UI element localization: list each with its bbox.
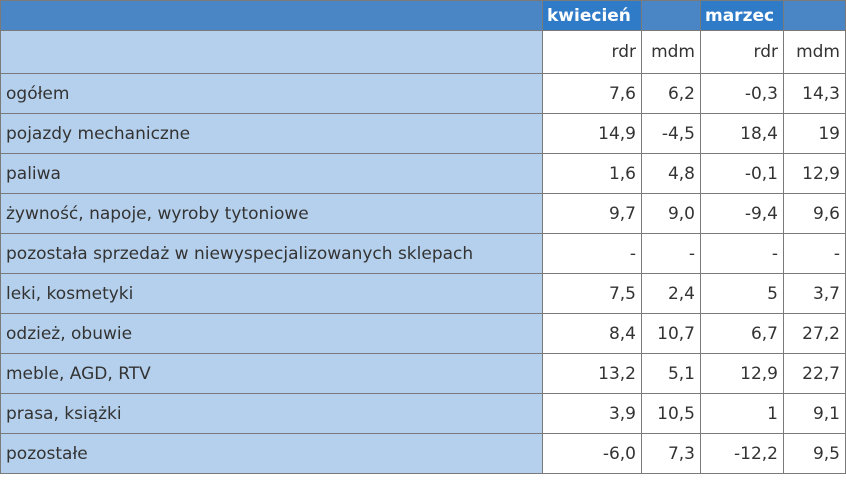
cell-rdr-march: -0,1	[700, 153, 784, 194]
month-header-march: marzec	[700, 0, 784, 31]
cell-mdm-march: 3,7	[783, 273, 846, 314]
cell-mdm-april: 2,4	[641, 273, 701, 314]
cell-rdr-march: 12,9	[700, 353, 784, 394]
subheader-rdr-march: rdr	[700, 30, 784, 74]
cell-rdr-march: -12,2	[700, 433, 784, 474]
row-label: pozostała sprzedaż w niewyspecjalizowany…	[0, 233, 543, 274]
row-label: żywność, napoje, wyroby tytoniowe	[0, 193, 543, 234]
cell-rdr-march: 6,7	[700, 313, 784, 354]
table-row: pozostałe -6,0 7,3 -12,2 9,5	[0, 433, 846, 474]
cell-rdr-april: 9,7	[542, 193, 642, 234]
row-label: odzież, obuwie	[0, 313, 543, 354]
cell-mdm-march: 9,1	[783, 393, 846, 434]
cell-rdr-march: 1	[700, 393, 784, 434]
cell-mdm-april: 10,7	[641, 313, 701, 354]
cell-mdm-april: 4,8	[641, 153, 701, 194]
header-label-blank	[0, 30, 543, 74]
row-label: prasa, książki	[0, 393, 543, 434]
cell-mdm-april: -	[641, 233, 701, 274]
month-header-april: kwiecień	[542, 0, 642, 31]
table-row: ogółem 7,6 6,2 -0,3 14,3	[0, 73, 846, 114]
cell-rdr-april: 7,5	[542, 273, 642, 314]
cell-rdr-march: -0,3	[700, 73, 784, 114]
row-label: paliwa	[0, 153, 543, 194]
row-label: leki, kosmetyki	[0, 273, 543, 314]
cell-rdr-april: 1,6	[542, 153, 642, 194]
cell-mdm-march: 12,9	[783, 153, 846, 194]
cell-rdr-april: -6,0	[542, 433, 642, 474]
cell-mdm-april: 6,2	[641, 73, 701, 114]
table-row: pozostała sprzedaż w niewyspecjalizowany…	[0, 233, 846, 274]
cell-mdm-april: -4,5	[641, 113, 701, 154]
cell-mdm-april: 5,1	[641, 353, 701, 394]
cell-mdm-march: -	[783, 233, 846, 274]
header-row-months: kwiecień marzec	[0, 0, 846, 31]
month-header-march-fill	[783, 0, 846, 31]
row-label: meble, AGD, RTV	[0, 353, 543, 394]
cell-mdm-march: 9,5	[783, 433, 846, 474]
cell-rdr-march: -	[700, 233, 784, 274]
cell-mdm-march: 9,6	[783, 193, 846, 234]
cell-rdr-march: -9,4	[700, 193, 784, 234]
header-corner	[0, 0, 543, 31]
cell-rdr-march: 5	[700, 273, 784, 314]
subheader-mdm-april: mdm	[641, 30, 701, 74]
cell-mdm-april: 10,5	[641, 393, 701, 434]
cell-rdr-april: 7,6	[542, 73, 642, 114]
row-label: ogółem	[0, 73, 543, 114]
header-row-measures: rdr mdm rdr mdm	[0, 30, 846, 74]
subheader-mdm-march: mdm	[783, 30, 846, 74]
cell-mdm-march: 27,2	[783, 313, 846, 354]
table-row: leki, kosmetyki 7,5 2,4 5 3,7	[0, 273, 846, 314]
cell-mdm-march: 22,7	[783, 353, 846, 394]
row-label: pojazdy mechaniczne	[0, 113, 543, 154]
cell-mdm-march: 19	[783, 113, 846, 154]
month-header-april-fill	[641, 0, 701, 31]
table-row: odzież, obuwie 8,4 10,7 6,7 27,2	[0, 313, 846, 354]
cell-rdr-april: 14,9	[542, 113, 642, 154]
cell-rdr-april: 13,2	[542, 353, 642, 394]
sales-table: kwiecień marzec rdr mdm rdr mdm ogółem 7…	[0, 0, 846, 474]
cell-rdr-april: 8,4	[542, 313, 642, 354]
cell-mdm-march: 14,3	[783, 73, 846, 114]
cell-mdm-april: 9,0	[641, 193, 701, 234]
cell-mdm-april: 7,3	[641, 433, 701, 474]
table-row: prasa, książki 3,9 10,5 1 9,1	[0, 393, 846, 434]
cell-rdr-april: 3,9	[542, 393, 642, 434]
table-row: pojazdy mechaniczne 14,9 -4,5 18,4 19	[0, 113, 846, 154]
cell-rdr-march: 18,4	[700, 113, 784, 154]
row-label: pozostałe	[0, 433, 543, 474]
table-row: paliwa 1,6 4,8 -0,1 12,9	[0, 153, 846, 194]
subheader-rdr-april: rdr	[542, 30, 642, 74]
table-row: żywność, napoje, wyroby tytoniowe 9,7 9,…	[0, 193, 846, 234]
table-row: meble, AGD, RTV 13,2 5,1 12,9 22,7	[0, 353, 846, 394]
cell-rdr-april: -	[542, 233, 642, 274]
